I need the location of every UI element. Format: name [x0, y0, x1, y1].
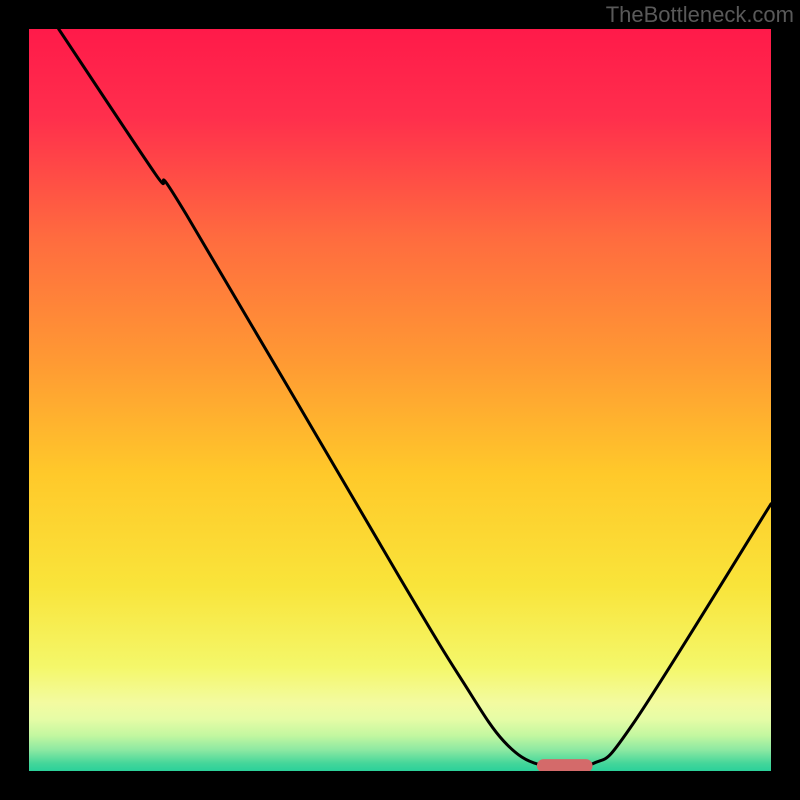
chart-stage: TheBottleneck.com: [0, 0, 800, 800]
gradient-background: [29, 29, 771, 771]
bottleneck-chart: [0, 0, 800, 800]
watermark-text: TheBottleneck.com: [606, 2, 794, 28]
optimum-marker: [537, 759, 593, 772]
